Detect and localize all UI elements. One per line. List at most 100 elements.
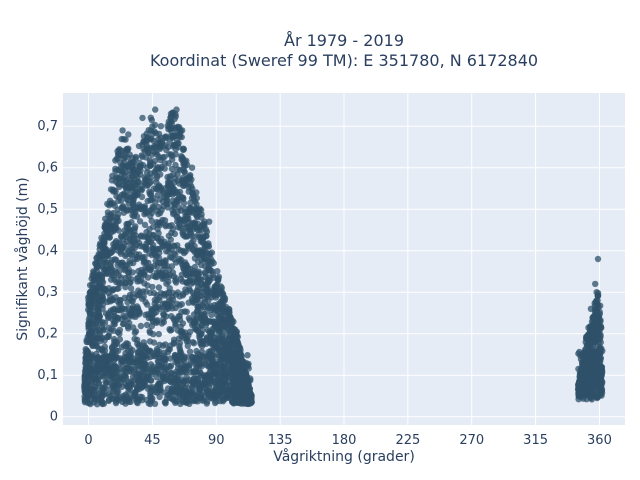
data-point xyxy=(167,363,174,371)
data-point xyxy=(218,300,225,307)
data-point xyxy=(205,363,212,370)
data-point xyxy=(116,280,124,287)
data-point xyxy=(198,237,205,244)
data-point xyxy=(122,365,130,372)
data-point xyxy=(158,163,165,171)
data-point xyxy=(137,354,144,361)
data-point xyxy=(197,339,204,346)
data-point xyxy=(116,307,123,314)
data-point xyxy=(89,378,96,385)
data-point xyxy=(125,131,132,138)
data-point xyxy=(127,285,135,292)
data-point xyxy=(140,259,147,266)
data-point xyxy=(143,362,150,369)
data-point xyxy=(83,372,91,379)
data-point xyxy=(151,157,159,165)
data-point xyxy=(575,365,582,373)
y-tick-label: 0,7 xyxy=(37,119,58,134)
data-point xyxy=(210,338,217,345)
data-point xyxy=(125,294,133,301)
data-point xyxy=(125,388,132,395)
data-point xyxy=(183,213,190,221)
data-point xyxy=(180,379,187,386)
data-point xyxy=(95,284,103,291)
data-point xyxy=(121,267,129,274)
data-point xyxy=(165,118,172,125)
data-point xyxy=(169,293,176,300)
data-point xyxy=(187,360,194,367)
data-point xyxy=(122,397,129,404)
data-point xyxy=(579,372,586,380)
data-point xyxy=(184,161,191,169)
data-point xyxy=(167,180,174,188)
data-point xyxy=(582,349,589,357)
data-point xyxy=(180,354,187,362)
data-point xyxy=(213,398,220,405)
data-point xyxy=(201,255,208,262)
data-point xyxy=(143,245,150,253)
data-point xyxy=(187,199,194,207)
data-point xyxy=(100,325,107,333)
data-point xyxy=(147,289,154,296)
data-point xyxy=(165,305,172,312)
data-point xyxy=(115,211,122,218)
data-point xyxy=(110,313,118,320)
data-point xyxy=(151,149,158,156)
data-point xyxy=(147,192,155,199)
data-point xyxy=(147,263,154,270)
data-point xyxy=(169,197,176,205)
data-point xyxy=(183,308,190,315)
data-point xyxy=(155,330,162,338)
data-point xyxy=(147,377,155,384)
data-point xyxy=(178,369,186,376)
data-point xyxy=(240,389,248,396)
data-point xyxy=(102,248,110,255)
data-point xyxy=(116,296,124,304)
data-point xyxy=(87,400,94,408)
data-point xyxy=(593,289,600,296)
data-point xyxy=(181,205,188,212)
data-point xyxy=(152,303,159,311)
data-point xyxy=(115,388,122,395)
data-point xyxy=(137,203,145,210)
data-point xyxy=(594,255,602,263)
data-point xyxy=(155,284,163,291)
data-point xyxy=(165,160,172,167)
data-point xyxy=(131,366,138,373)
data-point xyxy=(208,318,215,325)
data-point xyxy=(125,200,132,207)
data-point xyxy=(176,223,183,230)
data-point xyxy=(588,393,595,400)
data-point xyxy=(587,323,594,330)
data-point xyxy=(179,320,187,327)
data-point xyxy=(139,114,146,122)
x-tick-label: 45 xyxy=(144,433,161,448)
data-point xyxy=(119,127,126,134)
data-point xyxy=(172,397,179,405)
data-point xyxy=(197,247,204,254)
data-point xyxy=(231,340,239,347)
data-point xyxy=(235,360,242,367)
data-point xyxy=(166,285,173,292)
data-point xyxy=(105,314,112,322)
data-point xyxy=(113,369,121,376)
data-point xyxy=(588,339,596,346)
data-point xyxy=(167,110,175,118)
data-point xyxy=(203,353,210,361)
data-point xyxy=(206,382,213,389)
data-point xyxy=(143,182,150,189)
data-point xyxy=(160,389,168,396)
data-point xyxy=(222,370,230,377)
data-point xyxy=(580,390,587,398)
data-point xyxy=(143,321,151,329)
data-point xyxy=(153,308,160,316)
data-point xyxy=(217,359,224,366)
data-point xyxy=(96,252,103,259)
data-point xyxy=(205,279,212,286)
data-point xyxy=(166,377,173,385)
data-point xyxy=(82,346,89,353)
data-point xyxy=(176,343,183,350)
data-point xyxy=(210,305,217,313)
data-point xyxy=(189,189,196,196)
data-point xyxy=(183,271,190,279)
